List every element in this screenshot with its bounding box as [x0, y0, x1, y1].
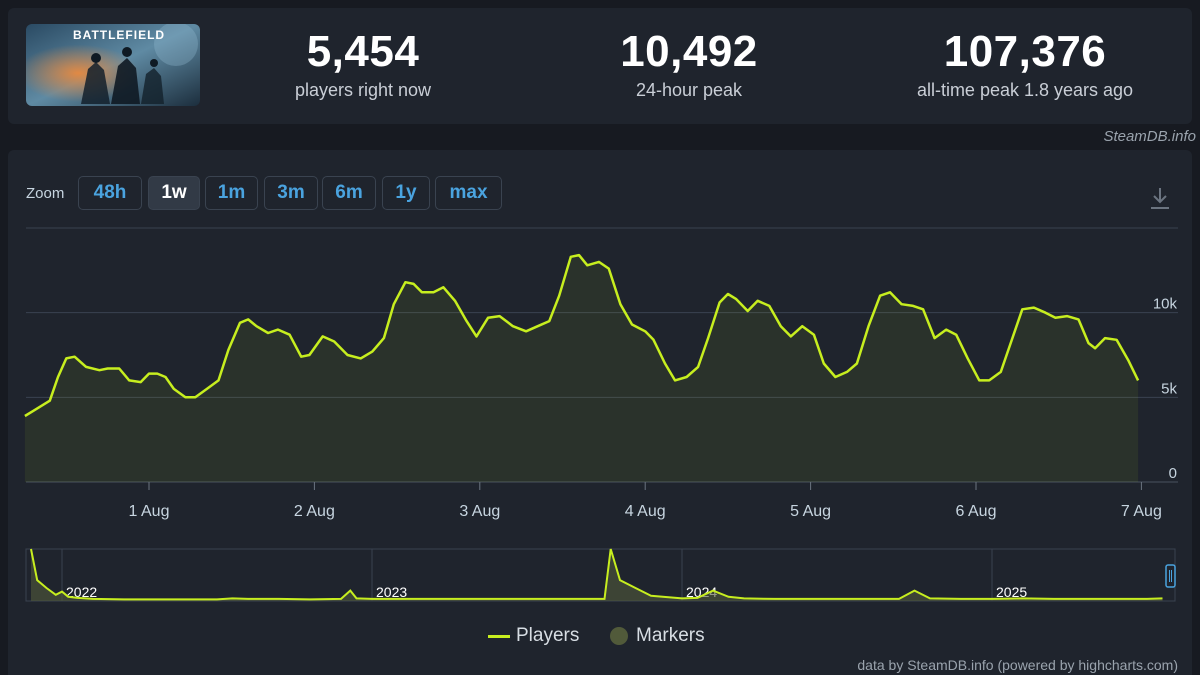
- download-icon[interactable]: [1148, 185, 1172, 211]
- navigator-year-label: 2022: [66, 584, 97, 600]
- y-tick-label: 10k: [1153, 296, 1178, 313]
- chart-legend: Players Markers: [0, 625, 1200, 649]
- legend-item-markers[interactable]: Markers: [610, 625, 705, 647]
- x-tick-label: 5 Aug: [790, 503, 831, 520]
- game-thumbnail-image: BATTLEFIELD: [26, 24, 200, 106]
- navigator-chart[interactable]: 2022 2023 2024 2025: [0, 545, 1200, 605]
- zoom-48h-button[interactable]: 48h: [78, 176, 142, 210]
- all-time-peak-value: 107,376: [943, 27, 1107, 76]
- zoom-max-button[interactable]: max: [435, 176, 502, 210]
- main-chart[interactable]: 0 5k 10k 1 Aug 2 Aug 3 Aug 4 Aug 5 Aug 6 Aug 7 Au…: [0, 220, 1200, 520]
- stat-24h-peak: 10,492 24-hour peak: [539, 26, 839, 101]
- stat-all-time-peak: 107,376 all-time peak 1.8 years ago: [875, 26, 1175, 101]
- navigator-handle[interactable]: [1165, 564, 1176, 588]
- navigator-frame: [25, 548, 1176, 602]
- players-legend-line-icon: [488, 634, 510, 638]
- 24h-peak-label: 24-hour peak: [635, 80, 743, 100]
- all-time-peak-label: all-time peak 1.8 years ago: [916, 80, 1134, 100]
- stat-current-players: 5,454 players right now: [213, 26, 513, 101]
- current-players-value: 5,454: [306, 27, 420, 76]
- zoom-1m-button[interactable]: 1m: [205, 176, 258, 210]
- steamdb-credit-link[interactable]: SteamDB.info: [1103, 128, 1196, 145]
- x-tick-label: 3 Aug: [459, 503, 500, 520]
- thumbnail-logo-text: BATTLEFIELD: [73, 28, 165, 42]
- zoom-label: Zoom: [26, 185, 65, 202]
- legend-markers-label: Markers: [636, 625, 705, 646]
- players-series-line[interactable]: [24, 253, 1140, 418]
- current-players-label: players right now: [294, 80, 432, 100]
- zoom-3m-button[interactable]: 3m: [264, 176, 318, 210]
- 24h-peak-value: 10,492: [620, 27, 758, 76]
- x-tick-label: 4 Aug: [625, 503, 666, 520]
- x-tick-label: 7 Aug: [1121, 503, 1162, 520]
- x-tick-label: 2 Aug: [294, 503, 335, 520]
- x-tick-label: 1 Aug: [129, 503, 170, 520]
- zoom-1w-button[interactable]: 1w: [148, 176, 200, 210]
- legend-players-label: Players: [516, 625, 580, 646]
- markers-legend-dot-icon: [610, 627, 628, 645]
- navigator-year-label: 2025: [996, 584, 1027, 600]
- data-credit[interactable]: data by SteamDB.info (powered by highcha…: [857, 657, 1178, 673]
- players-area-fill: [24, 255, 1139, 482]
- game-thumbnail[interactable]: BATTLEFIELD: [26, 24, 200, 106]
- zoom-1y-button[interactable]: 1y: [382, 176, 430, 210]
- legend-item-players[interactable]: Players: [488, 625, 579, 647]
- navigator-year-label: 2023: [376, 584, 407, 600]
- stats-panel: BATTLEFIELD 5,454 players right now 10,4…: [8, 8, 1192, 124]
- navigator-series-line: [30, 548, 1163, 601]
- x-tick-label: 6 Aug: [956, 503, 997, 520]
- y-tick-label: 0: [1169, 465, 1177, 482]
- zoom-6m-button[interactable]: 6m: [322, 176, 376, 210]
- y-tick-label: 5k: [1161, 380, 1177, 397]
